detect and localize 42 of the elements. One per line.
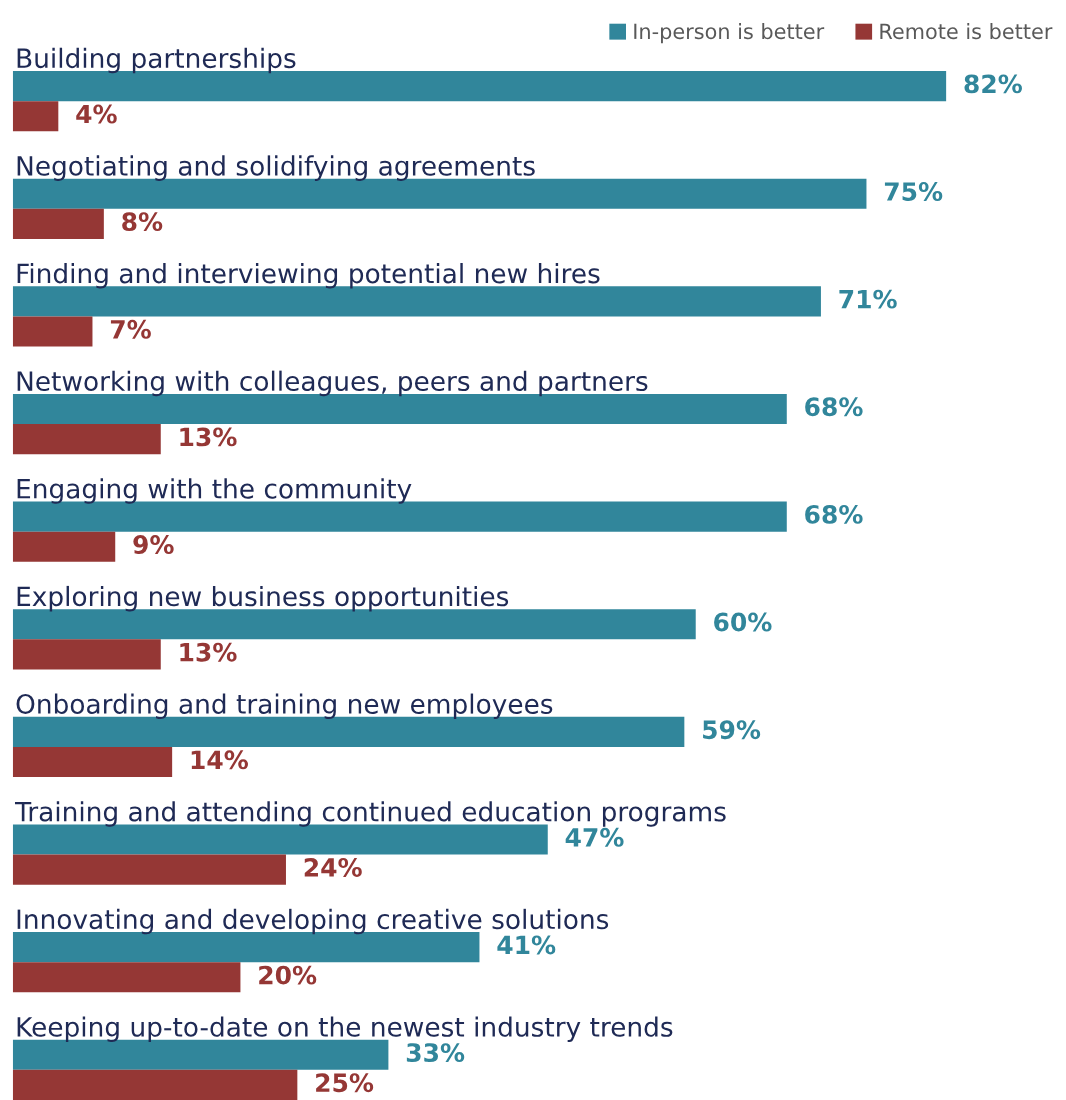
y-tick-label: Negotiating and solidifying agreements — [17, 155, 535, 181]
data-label: 82% — [964, 74, 1022, 94]
y-tick-label: Exploring new business opportunities — [17, 585, 509, 612]
data-label: 33% — [406, 1043, 465, 1063]
y-tick-label: Building partnerships — [17, 47, 296, 74]
bar — [12, 424, 161, 455]
data-label: 7% — [110, 319, 151, 339]
bar — [12, 962, 241, 993]
y-tick-label: Innovating and developing creative solutions — [17, 908, 609, 935]
y-tick-label: Engaging with the community — [17, 478, 412, 504]
legend-label: Remote is better — [880, 23, 1053, 40]
data-label: 4% — [76, 104, 117, 124]
bar — [12, 1069, 298, 1100]
data-label: 13% — [180, 642, 237, 662]
y-tick-label: Networking with colleagues, peers and partners — [17, 370, 648, 397]
bar — [12, 854, 286, 885]
data-label: 24% — [304, 858, 362, 877]
bar — [12, 101, 59, 132]
data-label: 8% — [122, 212, 163, 232]
data-label: 75% — [884, 182, 943, 201]
bar — [12, 639, 161, 670]
data-label: 9% — [133, 535, 174, 555]
data-label: 14% — [191, 750, 248, 770]
data-label: 41% — [497, 935, 556, 955]
data-label: 59% — [703, 720, 761, 740]
data-label: 68% — [805, 397, 863, 417]
data-label: 20% — [259, 965, 317, 985]
legend-label: In-person is better — [634, 23, 825, 44]
y-tick-label: Keeping up-to-date on the newest industry trends — [17, 1016, 673, 1042]
y-tick-label: Finding and interviewing potential new hires — [17, 262, 600, 289]
y-tick-label: Onboarding and training new employees — [16, 693, 553, 720]
data-label: 25% — [316, 1073, 374, 1093]
bar — [12, 208, 104, 239]
data-label: 47% — [565, 827, 624, 847]
bar — [12, 316, 93, 347]
data-label: 60% — [714, 612, 772, 632]
data-label: 13% — [180, 427, 237, 447]
data-label: 68% — [805, 504, 863, 524]
bar — [12, 746, 173, 778]
y-tick-label: Training and attending continued education programs — [14, 801, 726, 827]
bar — [12, 531, 116, 562]
data-label: 71% — [839, 289, 897, 309]
